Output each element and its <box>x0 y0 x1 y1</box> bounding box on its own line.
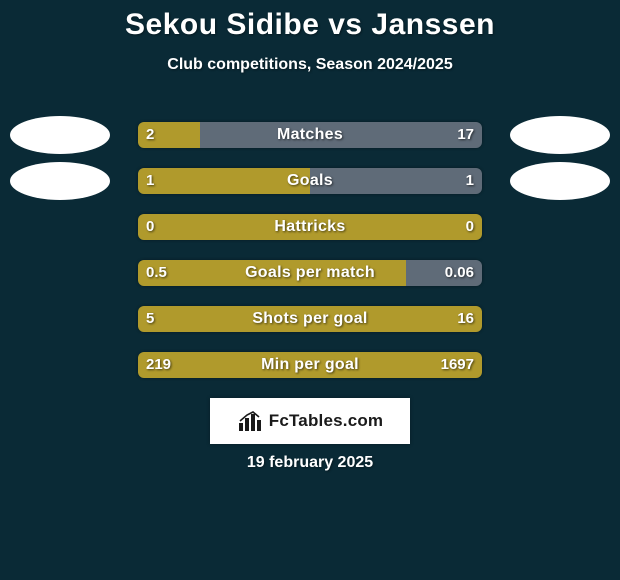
brand-text: FcTables.com <box>269 411 384 431</box>
stat-value-right: 17 <box>457 122 474 148</box>
stat-value-left: 0 <box>146 214 154 240</box>
stat-value-right: 0.06 <box>445 260 474 286</box>
stat-label: Min per goal <box>138 352 482 378</box>
stat-bar-track: Goals <box>138 168 482 194</box>
page-title: Sekou Sidibe vs Janssen <box>0 0 620 42</box>
stat-rows: Matches2 17 Goals1 1 Hattricks0 0 Goals per ma… <box>0 122 620 398</box>
player-avatar <box>510 162 610 200</box>
stat-label: Shots per goal <box>138 306 482 332</box>
stat-value-right: 0 <box>466 214 474 240</box>
stat-bar-track: Shots per goal <box>138 306 482 332</box>
brand-badge: FcTables.com <box>210 398 410 444</box>
stat-label: Hattricks <box>138 214 482 240</box>
stat-value-right: 1 <box>466 168 474 194</box>
stat-value-left: 5 <box>146 306 154 332</box>
stat-row: Matches2 17 <box>0 122 620 148</box>
comparison-infographic: Sekou Sidibe vs Janssen Club competition… <box>0 0 620 580</box>
stat-bar-track: Goals per match <box>138 260 482 286</box>
stat-value-left: 1 <box>146 168 154 194</box>
stat-row: Goals per match0.5 0.06 <box>0 260 620 286</box>
stat-row: Min per goal219 1697 <box>0 352 620 378</box>
date-text: 19 february 2025 <box>0 454 620 472</box>
stat-row: Goals1 1 <box>0 168 620 194</box>
player-avatar <box>10 116 110 154</box>
stat-value-right: 16 <box>457 306 474 332</box>
stat-value-left: 219 <box>146 352 171 378</box>
stat-label: Goals <box>138 168 482 194</box>
stat-bar-track: Hattricks <box>138 214 482 240</box>
bar-chart-icon <box>237 411 263 431</box>
player-avatar <box>10 162 110 200</box>
stat-bar-track: Matches <box>138 122 482 148</box>
stat-row: Shots per goal5 16 <box>0 306 620 332</box>
stat-label: Goals per match <box>138 260 482 286</box>
stat-value-right: 1697 <box>441 352 474 378</box>
stat-row: Hattricks0 0 <box>0 214 620 240</box>
stat-value-left: 0.5 <box>146 260 167 286</box>
player-avatar <box>510 116 610 154</box>
stat-value-left: 2 <box>146 122 154 148</box>
stat-bar-track: Min per goal <box>138 352 482 378</box>
stat-label: Matches <box>138 122 482 148</box>
subtitle: Club competitions, Season 2024/2025 <box>0 56 620 74</box>
